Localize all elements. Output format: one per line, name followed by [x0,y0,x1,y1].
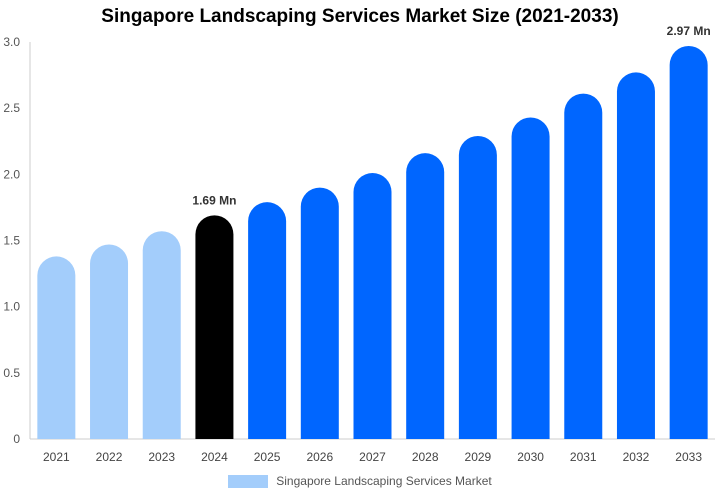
x-tick-label: 2031 [570,450,597,464]
bar-2024 [195,215,234,439]
x-tick-label: 2028 [412,450,439,464]
bar-2025 [248,202,287,439]
bar-2028 [406,153,445,439]
x-tick-label: 2030 [517,450,544,464]
bar-2031 [564,93,603,440]
bar-2021 [37,256,76,439]
bar-2023 [142,231,181,439]
x-tick-label: 2023 [148,450,175,464]
x-tick-label: 2032 [623,450,650,464]
y-tick-label: 1.0 [3,300,20,314]
y-tick-label: 2.5 [3,101,20,115]
y-tick-label: 1.5 [3,234,20,248]
bar-2029 [458,135,497,439]
legend-swatch [228,474,269,488]
data-label: 2.97 Mn [667,24,711,38]
y-tick-label: 2.0 [3,167,20,181]
bar-2027 [353,173,392,439]
labels: 2021 2022 2023 2024 2025 2026 2027 2028 2029 2030… [43,24,711,464]
x-tick-label: 2021 [43,450,70,464]
legend-label: Singapore Landscaping Services Market [276,474,492,488]
bar-2032 [616,72,655,439]
bar-2022 [90,244,129,439]
bar-2026 [300,187,339,439]
bar-2030 [511,117,550,439]
bars [37,45,708,440]
x-tick-label: 2033 [675,450,702,464]
x-tick-label: 2025 [254,450,281,464]
y-tick-label: 3.0 [3,35,20,49]
legend: Singapore Landscaping Services Market [0,474,720,488]
chart-title: Singapore Landscaping Services Market Si… [101,6,619,27]
x-tick-label: 2026 [306,450,333,464]
data-label: 1.69 Mn [192,193,236,207]
y-tick-label: 0.5 [3,366,20,380]
bar-2033 [669,45,708,440]
x-tick-label: 2022 [96,450,123,464]
x-tick-label: 2029 [465,450,492,464]
y-tick-label: 0 [13,432,20,446]
x-tick-label: 2027 [359,450,386,464]
x-tick-label: 2024 [201,450,228,464]
